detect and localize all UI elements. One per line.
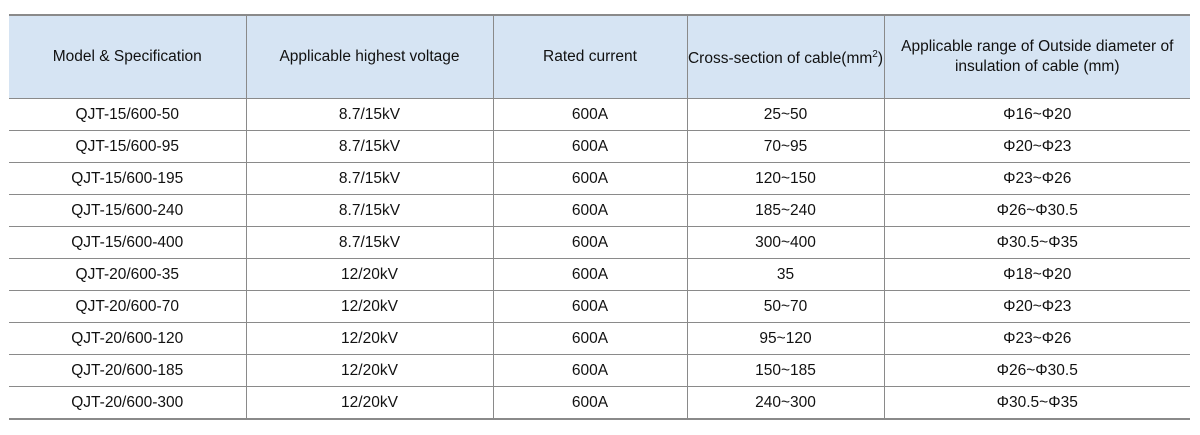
header-model: Model & Specification <box>9 14 246 99</box>
spec-table: Model & Specification Applicable highest… <box>9 14 1190 420</box>
cell-model: QJT-20/600-35 <box>9 258 246 291</box>
table-row: QJT-20/600-70 12/20kV 600A 50~70 Φ20~Φ23 <box>9 290 1190 323</box>
cell-cross-section: 70~95 <box>686 130 884 163</box>
cell-cross-section: 50~70 <box>686 290 884 323</box>
cell-diameter: Φ16~Φ20 <box>883 98 1190 131</box>
cell-cross-section: 300~400 <box>686 226 884 259</box>
cell-model: QJT-20/600-300 <box>9 386 246 420</box>
cell-current: 600A <box>492 194 687 227</box>
cell-current: 600A <box>492 226 687 259</box>
cell-voltage: 12/20kV <box>245 322 493 355</box>
cell-voltage: 8.7/15kV <box>245 226 493 259</box>
cell-cross-section: 120~150 <box>686 162 884 195</box>
cell-voltage: 12/20kV <box>245 258 493 291</box>
cell-voltage: 8.7/15kV <box>245 98 493 131</box>
cell-current: 600A <box>492 290 687 323</box>
header-voltage: Applicable highest voltage <box>245 14 493 99</box>
table-row: QJT-15/600-50 8.7/15kV 600A 25~50 Φ16~Φ20 <box>9 98 1190 131</box>
cell-voltage: 8.7/15kV <box>245 162 493 195</box>
cell-model: QJT-20/600-185 <box>9 354 246 387</box>
cell-cross-section: 185~240 <box>686 194 884 227</box>
cell-model: QJT-20/600-70 <box>9 290 246 323</box>
cell-cross-section: 35 <box>686 258 884 291</box>
header-cross-section: Cross-section of cable(mm2) <box>686 14 884 99</box>
cell-diameter: Φ20~Φ23 <box>883 130 1190 163</box>
header-sup: 2 <box>872 48 878 60</box>
table-row: QJT-15/600-400 8.7/15kV 600A 300~400 Φ30.5~Φ… <box>9 226 1190 259</box>
cell-diameter: Φ26~Φ30.5 <box>883 354 1190 387</box>
cell-model: QJT-15/600-195 <box>9 162 246 195</box>
cell-voltage: 12/20kV <box>245 290 493 323</box>
cell-diameter: Φ20~Φ23 <box>883 290 1190 323</box>
cell-cross-section: 95~120 <box>686 322 884 355</box>
cell-diameter: Φ26~Φ30.5 <box>883 194 1190 227</box>
table-row: QJT-20/600-185 12/20kV 600A 150~185 Φ26~Φ30.… <box>9 354 1190 387</box>
table-row: QJT-15/600-195 8.7/15kV 600A 120~150 Φ23~Φ26 <box>9 162 1190 195</box>
cell-model: QJT-15/600-240 <box>9 194 246 227</box>
cell-current: 600A <box>492 162 687 195</box>
cell-diameter: Φ23~Φ26 <box>883 162 1190 195</box>
cell-model: QJT-15/600-95 <box>9 130 246 163</box>
table-row: QJT-15/600-240 8.7/15kV 600A 185~240 Φ26~Φ30… <box>9 194 1190 227</box>
header-tail: ) <box>877 50 884 68</box>
cell-voltage: 12/20kV <box>245 386 493 420</box>
cell-cross-section: 150~185 <box>686 354 884 387</box>
cell-voltage: 8.7/15kV <box>245 130 493 163</box>
cell-current: 600A <box>492 98 687 131</box>
table-row: QJT-15/600-95 8.7/15kV 600A 70~95 Φ20~Φ23 <box>9 130 1190 163</box>
cell-current: 600A <box>492 130 687 163</box>
cell-current: 600A <box>492 322 687 355</box>
cell-current: 600A <box>492 258 687 291</box>
cell-model: QJT-15/600-400 <box>9 226 246 259</box>
cell-cross-section: 240~300 <box>686 386 884 420</box>
header-current: Rated current <box>492 14 687 99</box>
cell-model: QJT-15/600-50 <box>9 98 246 131</box>
cell-model: QJT-20/600-120 <box>9 322 246 355</box>
cell-diameter: Φ30.5~Φ35 <box>883 386 1190 420</box>
header-diameter: Applicable range of Outside diameter of … <box>883 14 1190 99</box>
cell-current: 600A <box>492 386 687 420</box>
cell-diameter: Φ18~Φ20 <box>883 258 1190 291</box>
cell-diameter: Φ30.5~Φ35 <box>883 226 1190 259</box>
cell-current: 600A <box>492 354 687 387</box>
table-row: QJT-20/600-35 12/20kV 600A 35 Φ18~Φ20 <box>9 258 1190 291</box>
table-row: QJT-20/600-300 12/20kV 600A 240~300 Φ30.5~Φ3… <box>9 386 1190 420</box>
header-cross-section-text: Cross-section of cable(mm <box>687 50 873 68</box>
table-row: QJT-20/600-120 12/20kV 600A 95~120 Φ23~Φ26 <box>9 322 1190 355</box>
cell-voltage: 8.7/15kV <box>245 194 493 227</box>
cell-diameter: Φ23~Φ26 <box>883 322 1190 355</box>
cell-cross-section: 25~50 <box>686 98 884 131</box>
cell-voltage: 12/20kV <box>245 354 493 387</box>
